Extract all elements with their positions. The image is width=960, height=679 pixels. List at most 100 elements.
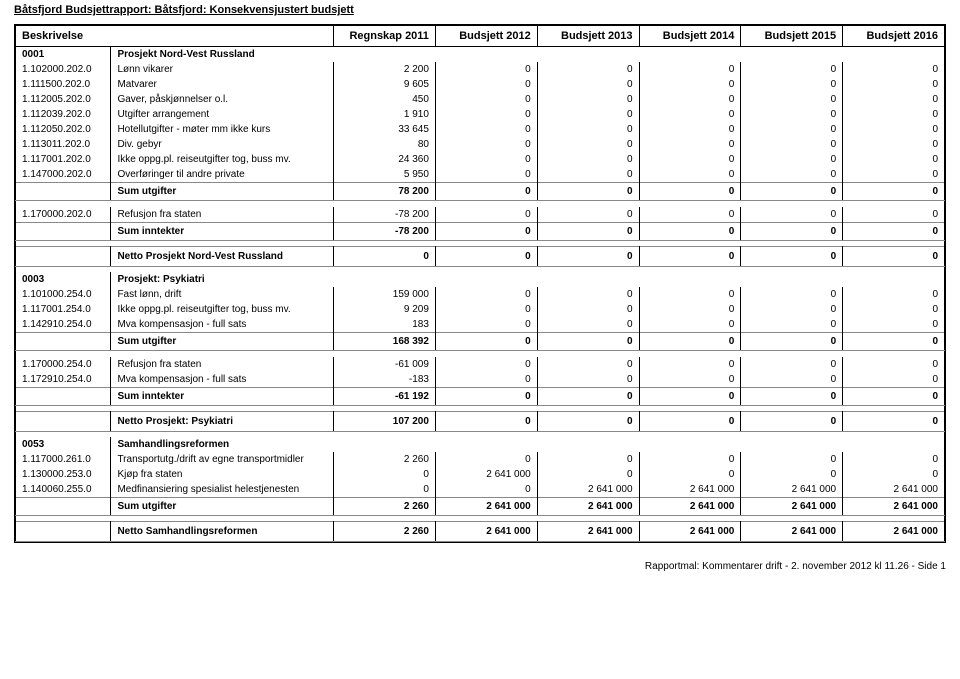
row-val-4: 0 <box>741 467 843 482</box>
sum-val-2: 0 <box>537 411 639 431</box>
sum-val-1: 0 <box>435 387 537 405</box>
row-code: 1.112039.202.0 <box>16 107 111 122</box>
row-val-5: 0 <box>843 207 945 223</box>
sum-val-1: 2 641 000 <box>435 498 537 516</box>
row-val-3: 0 <box>639 287 741 302</box>
col-budsjett-2012: Budsjett 2012 <box>435 26 537 47</box>
row-val-1: 0 <box>435 482 537 498</box>
row-val-4: 0 <box>741 317 843 333</box>
row-desc: Matvarer <box>111 77 334 92</box>
row-val-2: 0 <box>537 137 639 152</box>
section-header: 0053Samhandlingsreformen <box>16 437 945 452</box>
row-desc: Refusjon fra staten <box>111 357 334 372</box>
sum-label: Sum utgifter <box>111 498 334 516</box>
row-val-5: 0 <box>843 62 945 77</box>
section-header: 0001Prosjekt Nord-Vest Russland <box>16 47 945 63</box>
sum-val-3: 0 <box>639 246 741 266</box>
table-row: 1.101000.254.0Fast lønn, drift159 000000… <box>16 287 945 302</box>
sum-val-4: 0 <box>741 222 843 240</box>
row-code: 1.170000.202.0 <box>16 207 111 223</box>
net-row: Netto Samhandlingsreformen2 2602 641 000… <box>16 522 945 542</box>
col-budsjett-2014: Budsjett 2014 <box>639 26 741 47</box>
sum-code <box>16 222 111 240</box>
row-val-2: 0 <box>537 287 639 302</box>
sum-code <box>16 387 111 405</box>
sum-val-0: 2 260 <box>334 498 436 516</box>
sum-val-0: 107 200 <box>334 411 436 431</box>
row-desc: Refusjon fra staten <box>111 207 334 223</box>
section-code: 0001 <box>16 47 111 63</box>
sum-row: Sum utgifter2 2602 641 0002 641 0002 641… <box>16 498 945 516</box>
row-val-2: 0 <box>537 107 639 122</box>
section-name: Prosjekt Nord-Vest Russland <box>111 47 945 63</box>
row-val-3: 0 <box>639 62 741 77</box>
row-val-3: 0 <box>639 107 741 122</box>
table-row: 1.112005.202.0Gaver, påskjønnelser o.l.4… <box>16 92 945 107</box>
row-val-3: 0 <box>639 317 741 333</box>
sum-label: Sum utgifter <box>111 333 334 351</box>
row-val-4: 0 <box>741 207 843 223</box>
row-val-0: 80 <box>334 137 436 152</box>
table-row: 1.111500.202.0Matvarer9 60500000 <box>16 77 945 92</box>
table-row: 1.117001.202.0Ikke oppg.pl. reiseutgifte… <box>16 152 945 167</box>
row-val-0: -61 009 <box>334 357 436 372</box>
table-row: 1.112050.202.0Hotellutgifter - møter mm … <box>16 122 945 137</box>
row-val-5: 0 <box>843 167 945 183</box>
row-val-1: 0 <box>435 287 537 302</box>
sum-val-0: 2 260 <box>334 522 436 542</box>
row-desc: Kjøp fra staten <box>111 467 334 482</box>
sum-val-5: 0 <box>843 246 945 266</box>
sum-label: Netto Prosjekt Nord-Vest Russland <box>111 246 334 266</box>
row-val-2: 0 <box>537 357 639 372</box>
table-row: 1.117000.261.0Transportutg./drift av egn… <box>16 452 945 467</box>
sum-val-1: 0 <box>435 183 537 201</box>
row-val-0: -183 <box>334 372 436 388</box>
sum-val-2: 0 <box>537 387 639 405</box>
col-regnskap-2011: Regnskap 2011 <box>334 26 436 47</box>
table-row: 1.172910.254.0Mva kompensasjon - full sa… <box>16 372 945 388</box>
section-header: 0003Prosjekt: Psykiatri <box>16 272 945 287</box>
row-val-1: 0 <box>435 357 537 372</box>
row-val-2: 0 <box>537 372 639 388</box>
row-code: 1.112005.202.0 <box>16 92 111 107</box>
row-val-5: 0 <box>843 92 945 107</box>
row-val-4: 0 <box>741 167 843 183</box>
sum-val-4: 0 <box>741 246 843 266</box>
row-code: 1.117001.202.0 <box>16 152 111 167</box>
row-val-1: 0 <box>435 207 537 223</box>
sum-val-5: 0 <box>843 411 945 431</box>
sum-val-3: 0 <box>639 411 741 431</box>
row-val-0: 24 360 <box>334 152 436 167</box>
sum-val-0: 78 200 <box>334 183 436 201</box>
row-desc: Fast lønn, drift <box>111 287 334 302</box>
row-val-3: 0 <box>639 467 741 482</box>
net-row: Netto Prosjekt: Psykiatri107 20000000 <box>16 411 945 431</box>
row-desc: Overføringer til andre private <box>111 167 334 183</box>
row-desc: Ikke oppg.pl. reiseutgifter tog, buss mv… <box>111 302 334 317</box>
row-val-2: 0 <box>537 152 639 167</box>
row-desc: Div. gebyr <box>111 137 334 152</box>
row-val-0: 9 209 <box>334 302 436 317</box>
row-val-2: 0 <box>537 122 639 137</box>
sum-val-1: 0 <box>435 222 537 240</box>
row-code: 1.102000.202.0 <box>16 62 111 77</box>
sum-val-1: 2 641 000 <box>435 522 537 542</box>
row-val-0: 450 <box>334 92 436 107</box>
row-val-2: 0 <box>537 62 639 77</box>
row-val-3: 0 <box>639 137 741 152</box>
row-val-0: 33 645 <box>334 122 436 137</box>
row-val-2: 0 <box>537 302 639 317</box>
sum-val-1: 0 <box>435 246 537 266</box>
row-val-2: 0 <box>537 317 639 333</box>
row-val-3: 0 <box>639 357 741 372</box>
sum-val-5: 2 641 000 <box>843 498 945 516</box>
table-row: 1.117001.254.0Ikke oppg.pl. reiseutgifte… <box>16 302 945 317</box>
table-row: 1.170000.202.0Refusjon fra staten-78 200… <box>16 207 945 223</box>
row-val-5: 0 <box>843 357 945 372</box>
sum-val-1: 0 <box>435 411 537 431</box>
sum-val-4: 0 <box>741 333 843 351</box>
sum-val-2: 2 641 000 <box>537 498 639 516</box>
row-code: 1.117001.254.0 <box>16 302 111 317</box>
row-desc: Gaver, påskjønnelser o.l. <box>111 92 334 107</box>
row-val-4: 0 <box>741 452 843 467</box>
